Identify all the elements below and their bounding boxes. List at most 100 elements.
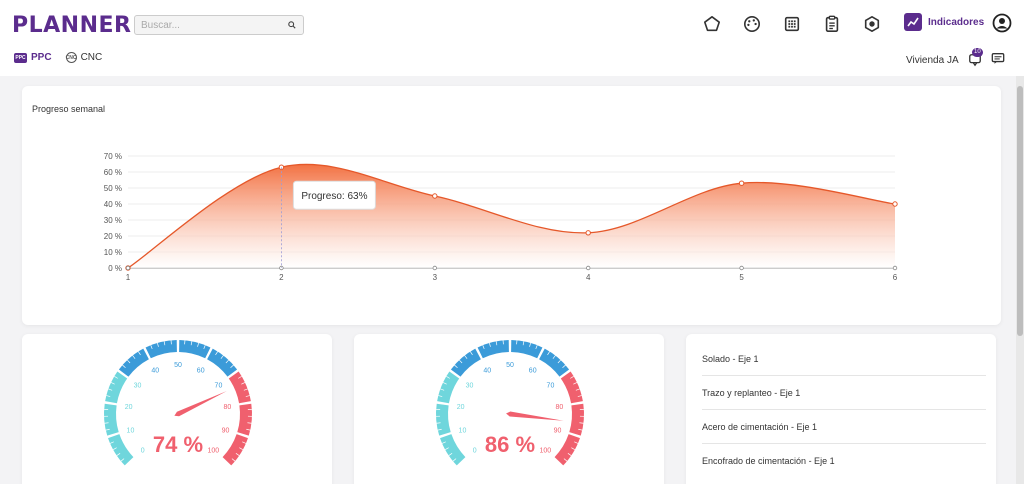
gauge-minor-tick [567, 453, 572, 456]
gauge-segment [108, 434, 134, 466]
top-header: PLANNER Indicadores PPC PPC CNC [0, 0, 1024, 76]
list-item[interactable]: Encofrado de cimentación - Eje 1 [702, 456, 835, 466]
y-tick-label: 60 % [104, 168, 122, 177]
gauge-minor-tick [245, 395, 250, 397]
gauge-segment [511, 340, 543, 359]
list-item[interactable]: Acero de cimentación - Eje 1 [702, 410, 986, 444]
gauge-minor-tick [108, 388, 113, 391]
gauge-tick-label: 90 [554, 427, 562, 434]
gauge-minor-tick [454, 364, 458, 368]
gauge-minor-tick [157, 342, 159, 347]
app-logo[interactable]: PLANNER [12, 13, 132, 38]
gauge-minor-tick [577, 395, 582, 397]
gauge-tick-label: 0 [473, 447, 477, 454]
gauge-minor-tick [247, 422, 252, 424]
data-point[interactable] [738, 180, 745, 186]
gauge-minor-tick [436, 422, 441, 424]
gauge-minor-tick [246, 428, 251, 431]
tab-cnc[interactable]: CNC CNC [65, 52, 102, 63]
tab-ppc[interactable]: PPC PPC [14, 52, 52, 63]
gauge-minor-tick [578, 428, 583, 431]
data-point[interactable] [892, 201, 898, 207]
search-input[interactable] [141, 19, 287, 31]
list-item[interactable]: Trazo y replanteo - Eje 1 [702, 376, 986, 410]
gauge-tick-label: 20 [457, 404, 465, 411]
chart-title: Progreso semanal [32, 104, 106, 114]
x-tick-label: 5 [739, 273, 744, 282]
gauge-minor-tick [241, 382, 246, 385]
gauge-needle [506, 411, 564, 421]
scrollbar-thumb[interactable] [1017, 86, 1023, 336]
gauge-tick-label: 60 [529, 367, 537, 374]
gauge-tick-label: 30 [466, 383, 474, 390]
gauge-value-label: 86 % [485, 432, 535, 457]
chat-icon[interactable] [991, 52, 1007, 66]
gauge-segment [179, 340, 211, 359]
user-avatar-icon[interactable] [991, 12, 1013, 34]
gauge-segment [207, 348, 238, 377]
gauge-minor-tick [231, 458, 236, 462]
gauge-minor-tick [470, 351, 473, 356]
gauge-minor-tick [110, 382, 115, 385]
gauge-segment [437, 371, 460, 404]
gauge-tick-label: 20 [125, 404, 133, 411]
progress-chart[interactable]: 0 % 10 % 20 % 30 % 40 % 50 % 60 % 70 % 1 2 3 4 5 6 P… [22, 86, 1001, 325]
data-point[interactable] [585, 230, 591, 236]
gauge-tick-label: 90 [222, 427, 230, 434]
pentagon-icon[interactable] [701, 13, 723, 35]
gauge-tick-label: 50 [506, 362, 514, 369]
palette-icon[interactable] [741, 13, 763, 35]
gauge-segment [222, 434, 248, 466]
gauge-minor-tick [243, 388, 248, 391]
gauge-minor-tick [562, 364, 566, 368]
gauge-minor-tick [448, 453, 453, 456]
gauge-minor-tick [239, 447, 244, 450]
gauge-segment [436, 403, 451, 436]
gauge-tick-label: 60 [197, 367, 205, 374]
nav-indicadores-label: Indicadores [928, 16, 985, 28]
gauge-minor-tick [120, 458, 125, 462]
gauge-value-label: 74 % [153, 432, 203, 457]
hexagon-icon[interactable] [861, 13, 883, 35]
weekly-progress-card: Progreso semanal 0 % 10 % 20 % 30 % 40 % 50 %… [22, 86, 1001, 325]
gauge-minor-tick [452, 458, 457, 462]
gauge-minor-tick [495, 341, 498, 346]
gauge-segment [477, 340, 509, 359]
gauge-cnc: 0 10 20 30 40 50 60 70 80 90 100 86 % [436, 340, 584, 466]
gauge-minor-tick [197, 342, 199, 347]
gauge-minor-tick [547, 351, 550, 356]
list-item[interactable]: Solado - Eje 1 [702, 342, 986, 376]
gauge-minor-tick [112, 447, 117, 450]
gauge-minor-tick [106, 395, 111, 397]
gauge-minor-tick [570, 376, 574, 379]
gauge-minor-tick [116, 453, 121, 456]
gauge-tick-label: 80 [555, 404, 563, 411]
nav-indicadores[interactable]: Indicadores [904, 13, 984, 31]
y-tick-label: 10 % [104, 248, 122, 257]
gauge-card-2: 0 10 20 30 40 50 60 70 80 90 100 86 % [354, 334, 664, 484]
x-axis-marker [892, 265, 898, 271]
gauge-tick-label: 50 [174, 362, 182, 369]
gauge-minor-tick [482, 345, 485, 350]
calendar-icon[interactable] [781, 13, 803, 35]
gauge-segment [237, 403, 252, 436]
gauge-minor-tick [446, 376, 450, 379]
gauge-tick-label: 10 [127, 427, 135, 434]
gauge-tick-label: 10 [459, 427, 467, 434]
gauge-tick-label: 70 [547, 383, 555, 390]
project-name[interactable]: Vivienda JA [906, 55, 959, 66]
gauge-minor-tick [190, 341, 193, 346]
tooltip-text: Progreso: 63% [301, 191, 367, 202]
gauge-tick-label: 100 [208, 447, 220, 454]
search-icon[interactable] [287, 20, 297, 30]
gauge-minor-tick [203, 345, 206, 350]
clipboard-icon[interactable] [821, 13, 843, 35]
gauge-minor-tick [464, 355, 468, 359]
data-point[interactable] [432, 193, 438, 199]
gauge-minor-tick [552, 355, 556, 359]
gauge-minor-tick [438, 395, 443, 397]
x-tick-label: 6 [893, 273, 898, 282]
gauge-minor-tick [238, 376, 242, 379]
search-box[interactable] [134, 15, 304, 35]
gauge-tick-label: 40 [483, 367, 491, 374]
